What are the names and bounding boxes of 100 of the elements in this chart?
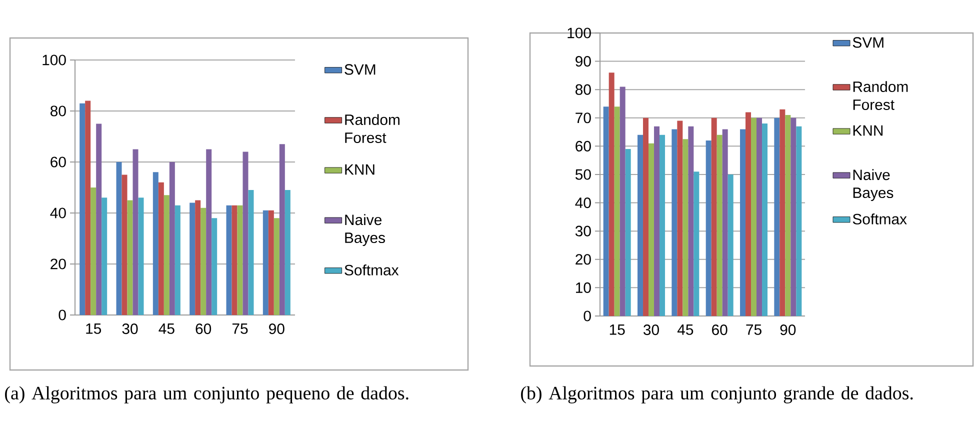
bar xyxy=(722,129,728,316)
bar xyxy=(190,202,196,315)
text: (b) Algoritmos para um conjunto grande de dados. xyxy=(521,386,913,404)
bar xyxy=(660,134,666,316)
bar xyxy=(654,126,660,316)
bar xyxy=(672,129,678,316)
bar xyxy=(706,140,712,316)
bar xyxy=(728,174,734,316)
bar xyxy=(751,118,757,316)
legend-label: KNN xyxy=(345,164,374,175)
x-tick-label: 45 xyxy=(677,324,694,335)
bar xyxy=(746,112,752,316)
bar xyxy=(284,190,290,315)
x-tick-label: 30 xyxy=(644,324,659,336)
y-tick-label: 90 xyxy=(576,56,591,67)
bar xyxy=(85,100,91,315)
bar xyxy=(682,139,688,316)
bar xyxy=(694,172,700,316)
bar xyxy=(796,126,802,316)
y-tick-label: 40 xyxy=(575,197,591,208)
y-tick-label: 80 xyxy=(576,84,591,95)
x-tick-label: 75 xyxy=(746,324,762,335)
bar xyxy=(232,205,238,315)
bar xyxy=(790,118,796,316)
legend-label: Softmax xyxy=(344,264,399,276)
bar xyxy=(711,118,717,316)
y-tick-label: 30 xyxy=(575,226,591,236)
bar xyxy=(226,205,232,315)
bar xyxy=(756,118,762,316)
y-tick-label: 10 xyxy=(576,282,591,293)
legend-label: SVM xyxy=(852,37,884,48)
y-tick-label: 0 xyxy=(58,310,66,320)
bar xyxy=(762,124,768,316)
bar xyxy=(200,208,206,315)
bar xyxy=(785,115,791,316)
y-tick-label: 0 xyxy=(584,310,591,322)
bar xyxy=(132,149,138,315)
text: (a) Algoritmos para um conjunto pequeno de dados. xyxy=(5,386,408,404)
bar xyxy=(102,198,108,315)
bar xyxy=(212,218,218,315)
y-tick-label: 20 xyxy=(576,254,591,265)
legend-label: Naive Bayes xyxy=(345,214,385,246)
bar xyxy=(274,218,280,315)
bar xyxy=(152,172,158,315)
bar xyxy=(268,210,274,315)
y-tick-label: 20 xyxy=(50,258,66,270)
bar xyxy=(279,144,285,315)
bar xyxy=(158,182,164,315)
bar xyxy=(242,152,248,315)
x-tick-label: 60 xyxy=(712,324,728,336)
bar xyxy=(164,195,170,315)
x-tick-label: 90 xyxy=(269,324,284,334)
bar xyxy=(174,205,180,315)
bar xyxy=(677,120,683,316)
bar xyxy=(716,134,722,316)
y-tick-label: 100 xyxy=(42,54,66,66)
bar xyxy=(116,162,122,315)
bar xyxy=(80,103,86,315)
bar xyxy=(740,129,746,316)
bar xyxy=(603,106,609,316)
y-tick-label: 100 xyxy=(568,28,591,38)
bar xyxy=(262,210,268,315)
x-tick-label: 30 xyxy=(122,324,138,334)
legend-label: SVM xyxy=(344,64,376,75)
bar xyxy=(614,106,620,316)
bar xyxy=(248,190,254,315)
bar xyxy=(237,205,243,315)
y-tick-label: 40 xyxy=(50,208,66,218)
legend-label: KNN xyxy=(853,125,883,136)
x-tick-label: 45 xyxy=(158,324,174,334)
bar xyxy=(122,174,128,315)
bar xyxy=(90,187,96,315)
legend-label: Random Forest xyxy=(853,81,908,110)
x-tick-label: 15 xyxy=(86,324,102,334)
bar xyxy=(774,118,780,316)
bar xyxy=(688,126,694,316)
x-tick-label: 15 xyxy=(610,324,625,335)
y-tick-label: 60 xyxy=(576,140,591,152)
bar xyxy=(127,200,133,315)
bar xyxy=(620,86,626,316)
bar xyxy=(648,143,654,316)
y-tick-label: 80 xyxy=(50,106,66,116)
bar xyxy=(638,134,644,316)
x-tick-label: 60 xyxy=(196,324,212,334)
y-tick-label: 70 xyxy=(576,112,591,124)
bar xyxy=(643,118,649,316)
bar xyxy=(169,162,175,315)
bar xyxy=(780,109,786,316)
x-tick-label: 75 xyxy=(232,324,248,334)
bar xyxy=(195,200,201,315)
x-tick-label: 90 xyxy=(780,324,796,336)
y-tick-label: 60 xyxy=(50,156,66,168)
legend-label: Naive Bayes xyxy=(853,169,894,202)
y-tick-label: 50 xyxy=(575,169,591,180)
bar xyxy=(625,149,631,316)
bar xyxy=(138,198,144,315)
legend-label: Softmax xyxy=(852,213,907,224)
bar xyxy=(206,149,212,315)
bar xyxy=(96,124,102,315)
bar xyxy=(608,72,614,316)
